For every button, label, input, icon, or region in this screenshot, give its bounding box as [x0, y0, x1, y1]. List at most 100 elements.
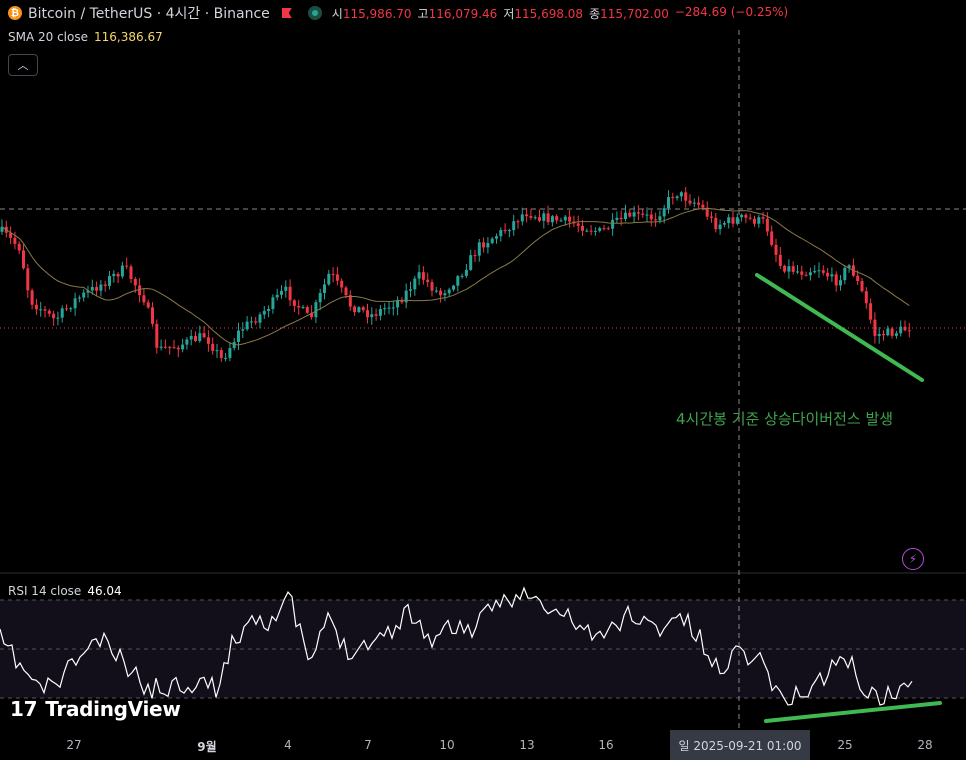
candle-body: [168, 347, 172, 349]
candle-body: [864, 291, 868, 304]
candle-body: [856, 275, 860, 282]
divergence-annotation[interactable]: 4시간봉 기준 상승다이버전스 발생: [676, 410, 894, 428]
candle-body: [271, 297, 275, 309]
candle-body: [370, 314, 374, 318]
logo-text: TradingView: [45, 697, 181, 721]
candle-body: [95, 286, 99, 291]
tradingview-logo: 17 TradingView: [10, 697, 181, 721]
candle-body: [237, 330, 240, 342]
candle-body: [456, 276, 460, 286]
sma-legend[interactable]: SMA 20 close 116,386.67: [8, 30, 163, 44]
candle-body: [761, 217, 765, 219]
candle-body: [116, 273, 120, 277]
ohlc-values: 시115,986.70 고116,079.46 저115,698.08 종115…: [332, 5, 788, 22]
candle-body: [361, 307, 365, 311]
x-tick: 7: [364, 738, 372, 752]
rsi-legend[interactable]: RSI 14 close 46.04: [8, 584, 122, 598]
candle-body: [185, 339, 189, 345]
candle-body: [529, 216, 533, 218]
candle-body: [722, 223, 726, 225]
candle-body: [611, 219, 615, 229]
candle-body: [357, 307, 361, 313]
candle-body: [770, 231, 774, 245]
candle-body: [546, 213, 550, 223]
x-tick: 25: [837, 738, 853, 752]
candle-body: [82, 292, 86, 298]
candle-body: [826, 272, 830, 277]
candle-body: [318, 292, 322, 303]
candle-body: [56, 317, 60, 319]
candle-body: [254, 321, 258, 323]
candle-body: [206, 337, 210, 344]
candle-body: [327, 273, 331, 285]
symbol-title[interactable]: Bitcoin / TetherUS · 4시간 · Binance: [28, 6, 270, 22]
time-axis[interactable]: 27 9월 4 7 10 13 16 25 28 일 2025-09-21 01…: [0, 730, 966, 760]
market-status-icon[interactable]: [307, 6, 322, 20]
open-value: 115,986.70: [342, 6, 412, 21]
change-value: −284.69 (−0.25%): [674, 4, 789, 19]
candle-body: [843, 267, 847, 281]
candle-body: [860, 281, 864, 292]
candle-body: [473, 255, 477, 257]
chevron-up-icon: ︿: [17, 59, 29, 72]
lightning-icon[interactable]: ⚡: [902, 548, 924, 570]
candle-body: [619, 217, 623, 220]
candle-body: [413, 278, 417, 290]
candle-body: [477, 242, 481, 256]
candle-body: [43, 309, 47, 311]
candle-body: [391, 307, 395, 309]
x-tick: 28: [917, 738, 933, 752]
candle-body: [486, 243, 490, 248]
candle-body: [241, 329, 245, 331]
candle-body: [839, 280, 842, 286]
candle-body: [39, 309, 43, 311]
candle-body: [331, 273, 335, 275]
candle-body: [705, 207, 709, 217]
candle-body: [417, 272, 421, 279]
candle-body: [409, 289, 412, 291]
candle-body: [615, 217, 619, 220]
candle-body: [563, 216, 567, 221]
candle-body: [17, 243, 21, 251]
candle-body: [671, 197, 675, 199]
candle-body: [314, 302, 318, 318]
candle-body: [800, 271, 804, 275]
candle-body: [697, 202, 701, 205]
candle-body: [576, 223, 580, 226]
candle-body: [830, 274, 834, 277]
candle-body: [581, 225, 584, 231]
candle-body: [899, 326, 903, 334]
candle-body: [516, 221, 520, 223]
candle-body: [292, 300, 296, 306]
candle-body: [559, 220, 563, 222]
rsi-trendline[interactable]: [764, 701, 942, 723]
candle-body: [224, 357, 228, 359]
candle-body: [108, 276, 111, 286]
candle-body: [245, 321, 249, 330]
collapse-legend-button[interactable]: ︿: [8, 54, 38, 76]
candle-body: [383, 308, 387, 310]
candle-body: [65, 308, 68, 310]
flag-icon[interactable]: [281, 8, 292, 18]
candle-body: [765, 218, 769, 232]
x-tick: 13: [519, 738, 535, 752]
candle-body: [641, 213, 645, 215]
candle-body: [714, 217, 718, 230]
candle-body: [133, 278, 137, 286]
candle-body: [757, 217, 761, 224]
candle-body: [151, 307, 154, 324]
candle-body: [348, 295, 352, 307]
candle-body: [52, 313, 56, 319]
sma-value: 116,386.67: [94, 30, 163, 44]
price-trendline[interactable]: [755, 273, 924, 382]
sma-label: SMA 20 close: [8, 30, 88, 44]
candle-body: [658, 216, 662, 221]
candle-body: [120, 265, 124, 277]
candle-body: [460, 275, 464, 277]
candle-body: [366, 310, 369, 318]
candle-body: [142, 295, 146, 303]
candle-body: [821, 270, 825, 273]
candle-body: [469, 255, 473, 270]
candle-body: [434, 290, 438, 292]
